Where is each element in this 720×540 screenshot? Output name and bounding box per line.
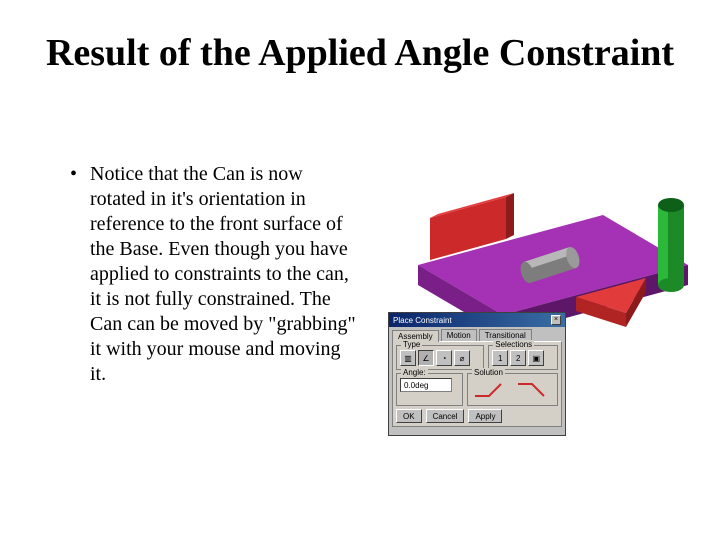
- angle-field[interactable]: 0.0deg: [400, 378, 452, 392]
- slide: Result of the Applied Angle Constraint •…: [0, 0, 720, 540]
- place-constraint-dialog: Place Constraint × Assembly Motion Trans…: [388, 312, 566, 436]
- bullet-text: Notice that the Can is now rotated in it…: [90, 162, 358, 387]
- red-wall-side: [506, 193, 514, 239]
- green-cylinder-bottom: [658, 278, 684, 292]
- solution-option-2-icon[interactable]: [514, 378, 554, 402]
- solution-option-1-icon[interactable]: [471, 378, 511, 402]
- pick-part-icon[interactable]: ▣: [528, 350, 544, 366]
- group-angle-label: Angle:: [401, 368, 428, 377]
- ok-button[interactable]: OK: [396, 409, 422, 423]
- group-selections-label: Selections: [493, 340, 534, 349]
- group-angle: Angle: 0.0deg: [396, 373, 463, 406]
- selection-1-icon[interactable]: 1: [492, 350, 508, 366]
- constraint-tangent-icon[interactable]: ◔: [436, 350, 452, 366]
- selection-2-icon[interactable]: 2: [510, 350, 526, 366]
- cancel-button[interactable]: Cancel: [426, 409, 465, 423]
- group-selections: Selections 1 2 ▣: [488, 345, 558, 370]
- dialog-panel: Type ▥ ∠ ◔ ⌀ Selections 1 2 ▣: [392, 341, 562, 427]
- constraint-insert-icon[interactable]: ⌀: [454, 350, 470, 366]
- group-type: Type ▥ ∠ ◔ ⌀: [396, 345, 484, 370]
- group-type-label: Type: [401, 340, 422, 349]
- bullet-marker: •: [70, 162, 90, 387]
- apply-button[interactable]: Apply: [468, 409, 502, 423]
- dialog-title-text: Place Constraint: [393, 316, 452, 325]
- slide-title: Result of the Applied Angle Constraint: [0, 32, 720, 76]
- group-solution: Solution: [467, 373, 558, 406]
- tab-motion[interactable]: Motion: [441, 329, 477, 341]
- dialog-titlebar[interactable]: Place Constraint ×: [389, 313, 565, 327]
- close-icon[interactable]: ×: [551, 315, 561, 325]
- dialog-button-row: OK Cancel Apply: [396, 409, 558, 423]
- green-cylinder-highlight: [658, 205, 668, 285]
- bullet-item: • Notice that the Can is now rotated in …: [70, 162, 358, 387]
- constraint-mate-icon[interactable]: ▥: [400, 350, 416, 366]
- constraint-angle-icon[interactable]: ∠: [418, 350, 434, 366]
- group-solution-label: Solution: [472, 368, 505, 377]
- body-text-block: • Notice that the Can is now rotated in …: [70, 162, 358, 387]
- green-cylinder-top: [658, 198, 684, 212]
- dialog-tabs: Assembly Motion Transitional: [389, 327, 565, 341]
